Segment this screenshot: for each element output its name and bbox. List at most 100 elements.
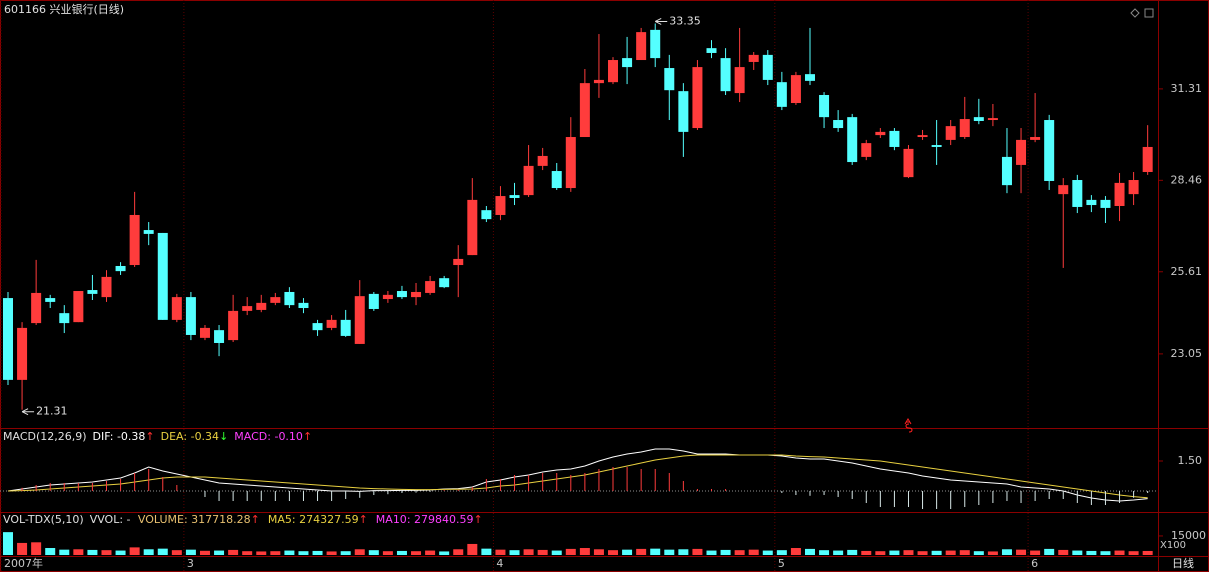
candle-body — [481, 210, 492, 220]
volume-bar — [354, 549, 365, 555]
legend-sep: : — [267, 430, 274, 443]
indicator-line — [7, 448, 1148, 502]
candle-body — [1030, 137, 1041, 140]
volume-bar — [804, 548, 815, 555]
candle-body — [185, 297, 196, 335]
candle-body — [439, 278, 450, 288]
candle-body — [903, 148, 914, 178]
candle-body — [242, 306, 253, 311]
legend-value: 279840.59 — [414, 513, 474, 526]
volume-bar — [889, 550, 900, 555]
candle-body — [551, 171, 562, 189]
candle-body — [1072, 180, 1083, 207]
legend-value: -0.10 — [274, 430, 302, 443]
legend-name: DIF — [93, 430, 111, 443]
volume-bar — [242, 551, 253, 555]
volume-bar — [1100, 551, 1111, 555]
candle-body — [537, 155, 548, 166]
volume-bar — [31, 542, 42, 555]
candle-body — [17, 327, 28, 380]
candle-body — [411, 291, 422, 298]
legend-name: VVOL — [90, 513, 121, 526]
volume-bar — [87, 549, 98, 555]
candle-body — [1016, 139, 1027, 165]
volume-bar — [1142, 550, 1153, 555]
candle-body — [467, 199, 478, 256]
legend-name: DEA — [161, 430, 184, 443]
candle-body — [396, 291, 407, 298]
volume-bar — [903, 550, 914, 555]
legend-value: - — [127, 513, 131, 526]
volume-bar — [973, 551, 984, 555]
candle-body — [987, 118, 998, 121]
volume-bar — [59, 549, 70, 555]
volume-bar — [636, 548, 647, 555]
icon-window[interactable] — [1144, 8, 1154, 18]
legend-sep: : — [110, 430, 117, 443]
y-tick-label: 23.05 — [1171, 347, 1203, 360]
candle-body — [31, 292, 42, 324]
candle-body — [340, 319, 351, 336]
candle-body — [762, 54, 773, 80]
volume-bar — [861, 550, 872, 555]
volume-bar — [129, 547, 140, 555]
volume-bar — [650, 548, 661, 555]
indicator-title: VOL-TDX(5,10) — [3, 513, 84, 526]
candle-body — [270, 297, 281, 303]
candle-body — [650, 29, 661, 59]
candle-body — [453, 258, 464, 266]
volume-bar — [396, 550, 407, 555]
candle-body — [157, 232, 168, 320]
volume-bar — [284, 550, 295, 555]
y-tick-label: 1.50 — [1178, 454, 1203, 467]
legend-value: 317718.28 — [191, 513, 251, 526]
candle-body — [917, 135, 928, 138]
candle-body — [579, 83, 590, 138]
candle-body — [804, 74, 815, 81]
legend-sep: : — [183, 430, 190, 443]
candle-body — [706, 48, 717, 53]
candle-body — [199, 327, 210, 338]
candle-body — [87, 290, 98, 294]
candle-body — [973, 117, 984, 121]
candle-body — [3, 298, 13, 380]
indicator-title: MACD(12,26,9) — [3, 430, 87, 443]
period-button[interactable]: 日线 — [1172, 556, 1194, 570]
volume-bar — [790, 548, 801, 555]
candle-body — [425, 281, 436, 293]
indicator-legend: MACD(12,26,9) DIF: -0.38↑ DEA: -0.34↓ MACD:… — [3, 430, 312, 443]
volume-bar — [312, 550, 323, 555]
trend-arrow: ↑ — [251, 513, 260, 526]
volume-bar — [326, 551, 337, 555]
candle-body — [312, 323, 323, 331]
extreme-arrow — [21, 408, 35, 416]
y-tick-label: 28.46 — [1171, 173, 1203, 186]
trend-arrow: ↑ — [145, 430, 154, 443]
candle-body — [115, 265, 126, 272]
candle-body — [1001, 156, 1012, 186]
trend-arrow: ↓ — [219, 430, 228, 443]
volume-bar — [495, 549, 506, 555]
volume-bar — [987, 551, 998, 555]
volume-bar — [199, 550, 210, 555]
unit-label: X100 — [1160, 540, 1186, 551]
volume-bar — [833, 550, 844, 555]
volume-bar — [45, 548, 56, 555]
legend-sep: : — [292, 513, 299, 526]
candle-body — [129, 214, 140, 266]
trend-arrow: ↑ — [359, 513, 368, 526]
candle-body — [636, 32, 647, 61]
x-tick-label: 3 — [187, 557, 194, 570]
y-tick-label: 31.31 — [1171, 82, 1203, 95]
volume-bar — [1128, 551, 1139, 555]
volume-bar — [256, 551, 267, 555]
icon-diamond[interactable] — [1130, 8, 1140, 18]
volume-bar — [3, 532, 13, 555]
volume-bar — [875, 551, 886, 555]
volume-bar — [1044, 548, 1055, 555]
candle-body — [931, 145, 942, 147]
candle-body — [889, 130, 900, 147]
legend-value: 274327.59 — [299, 513, 359, 526]
volume-bar — [115, 550, 126, 555]
